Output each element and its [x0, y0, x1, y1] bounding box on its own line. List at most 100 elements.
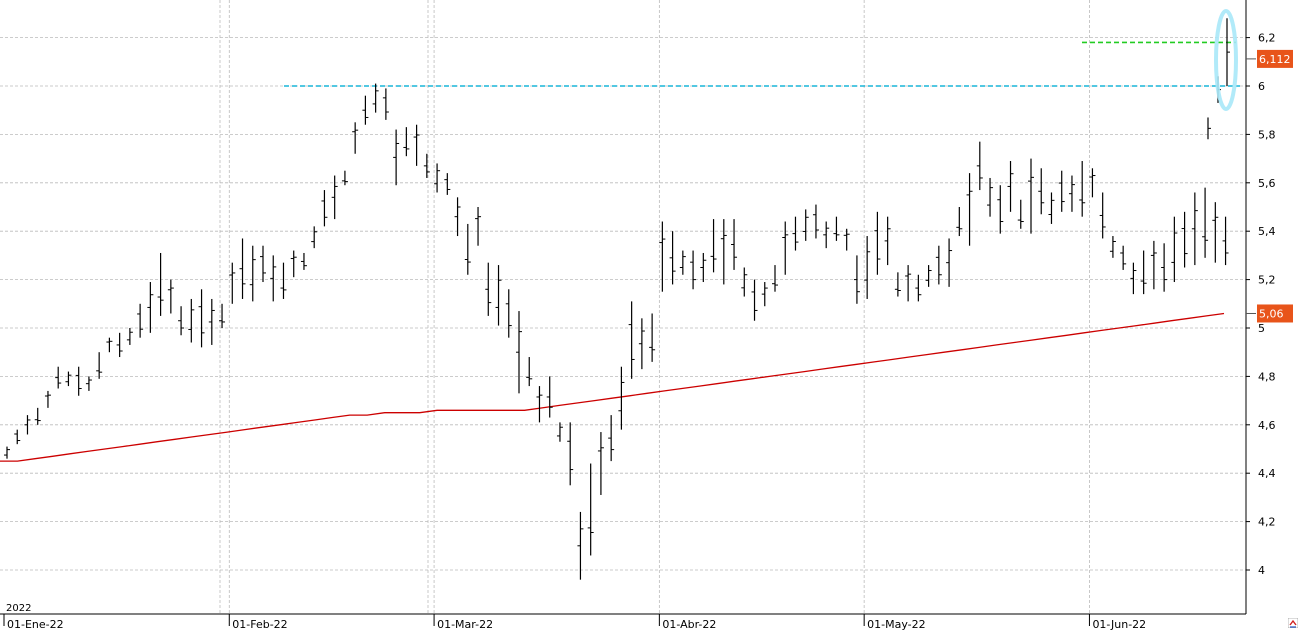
ohlc-bar	[260, 245, 266, 283]
ohlc-bar	[280, 262, 287, 299]
ohlc-bar	[290, 250, 297, 278]
ohlc-bar	[1048, 192, 1055, 224]
ohlc-bar	[1202, 187, 1209, 258]
ohlc-bar	[925, 265, 932, 287]
ohlc-bar	[106, 337, 113, 353]
axes	[0, 0, 1247, 615]
ohlc-bar	[976, 141, 983, 191]
grid	[0, 0, 1246, 614]
ohlc-bar	[741, 267, 748, 297]
ohlc-bar	[567, 422, 574, 486]
ohlc-bar	[444, 173, 451, 195]
ohlc-bar	[1038, 168, 1045, 215]
ohlc-bar	[679, 250, 686, 275]
ohlc-bar	[1099, 192, 1106, 239]
ohlc-bar	[802, 209, 809, 241]
ohlc-bar	[638, 318, 645, 370]
ohlc-bar	[516, 311, 522, 394]
x-tick-label: 01-Feb-22	[232, 618, 287, 631]
ohlc-bar	[505, 289, 512, 338]
ohlc-bar	[1171, 216, 1178, 283]
ohlc-bar	[853, 255, 860, 304]
ohlc-bar	[1150, 240, 1157, 290]
ohlc-bar	[249, 245, 256, 302]
tag-label: 6,112	[1259, 53, 1291, 66]
ohlc-bar	[147, 282, 154, 333]
ohlc-bar	[34, 407, 41, 425]
ohlc-bar	[270, 255, 277, 302]
ohlc-bar	[1089, 168, 1096, 198]
chart-settings-icon[interactable]	[1288, 618, 1298, 628]
ohlc-bar	[833, 216, 840, 241]
tag-box	[1257, 304, 1293, 323]
ohlc-bar	[1079, 161, 1086, 217]
price-tags: 6,112 5,06	[1246, 49, 1293, 323]
ohlc-bar	[362, 95, 369, 125]
ohlc-bar	[116, 332, 123, 358]
ohlc-bar	[823, 221, 830, 249]
y-tick-label: 4,4	[1258, 467, 1276, 480]
ohlc-bar	[782, 221, 789, 275]
ohlc-bar	[372, 83, 379, 113]
x-axis-ticks: 01-Ene-22 01-Feb-22 01-Mar-22 01-Abr-22 01-M…	[3, 614, 1146, 631]
ohlc-bar	[1140, 250, 1147, 295]
ohlc-bar	[300, 252, 307, 270]
ohlc-bar	[966, 173, 973, 246]
ohlc-bar	[157, 252, 164, 316]
y-tick-label: 4,8	[1258, 370, 1276, 383]
ohlc-bar	[935, 245, 942, 285]
x-tick-label: 01-Jun-22	[1092, 618, 1146, 631]
y-tick-label: 5,6	[1258, 177, 1276, 190]
ohlc-bar	[393, 129, 400, 186]
ohlc-bar	[1130, 262, 1137, 295]
ohlc-bar	[485, 262, 492, 316]
y-tick-label: 5,8	[1258, 128, 1276, 141]
ohlc-bar	[1058, 170, 1065, 212]
ohlc-bar	[843, 228, 850, 251]
ohlc-bar	[44, 390, 51, 408]
y-tick-label: 5,4	[1258, 225, 1276, 238]
ohlc-bar	[649, 313, 656, 362]
ohlc-bar	[229, 262, 236, 304]
ohlc-bar	[464, 223, 471, 275]
ohlc-bar	[1222, 216, 1229, 266]
ohlc-bar	[792, 216, 799, 251]
ohlc-bar	[352, 122, 359, 154]
ohlc-bar	[751, 279, 758, 321]
ohlc-bar	[208, 298, 215, 345]
moving-average	[0, 312, 1225, 462]
ma-price-tag: 5,06	[1246, 304, 1293, 323]
x-tick-label: 01-Abr-22	[662, 618, 716, 631]
ohlc-bar	[475, 207, 482, 246]
ohlc-bar	[403, 127, 410, 157]
ohlc-bar	[137, 303, 144, 338]
ohlc-bar	[1028, 158, 1034, 234]
ohlc-bar	[536, 386, 543, 423]
ohlc-bar	[710, 219, 717, 273]
ohlc-bar	[434, 163, 441, 193]
ohlc-bar	[618, 366, 625, 430]
ohlc-bar	[24, 415, 31, 435]
y-tick-label: 5	[1258, 322, 1265, 335]
ohlc-bar	[1109, 236, 1116, 258]
x-tick-label: 01-Ene-22	[7, 618, 64, 631]
ohlc-bar	[894, 272, 901, 297]
ohlc-bar	[946, 238, 953, 287]
ohlc-bar	[423, 153, 430, 178]
ohlc-bar	[1068, 175, 1075, 212]
ohlc-bar	[608, 415, 615, 462]
ohlc-bar	[915, 274, 922, 302]
ohlc-bar	[1161, 243, 1168, 292]
ohlc-bar	[556, 422, 563, 442]
highlight-ellipse-shape	[1214, 9, 1238, 111]
x-tick-label: 01-May-22	[867, 618, 925, 631]
y-tick-label: 5,2	[1258, 274, 1276, 287]
ohlc-bar	[85, 376, 92, 391]
ohlc-bar	[1181, 211, 1188, 268]
ohlc-bar	[331, 175, 338, 220]
ohlc-bar	[495, 265, 502, 326]
ohlc-bar	[1120, 245, 1127, 270]
moving-average-line	[0, 312, 1225, 462]
y-tick-label: 4	[1258, 564, 1265, 577]
